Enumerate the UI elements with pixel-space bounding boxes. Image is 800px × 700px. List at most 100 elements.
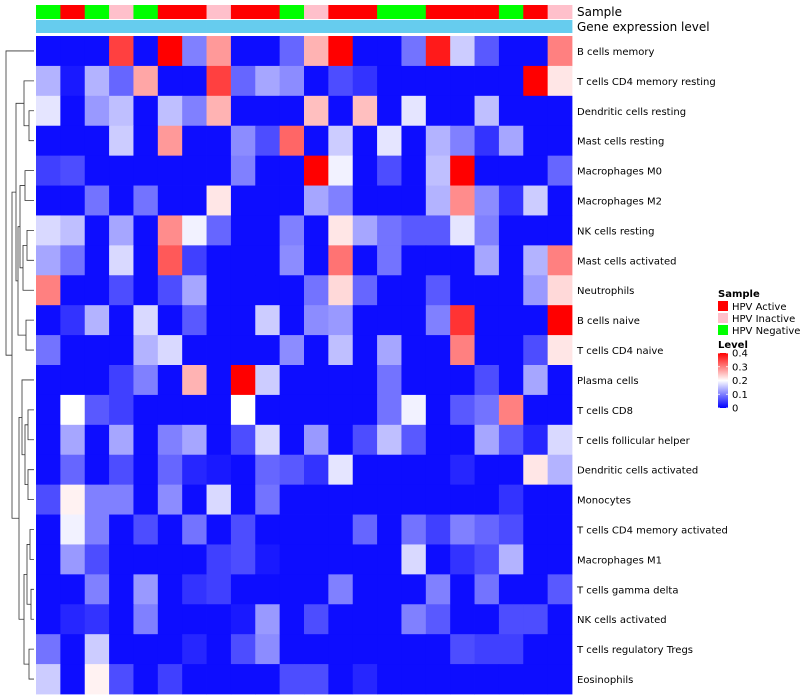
heatmap-cell <box>425 125 451 157</box>
heatmap-cell <box>230 664 256 695</box>
heatmap-cell <box>474 215 500 246</box>
heatmap-cell <box>474 245 500 276</box>
heatmap-cell <box>255 95 281 127</box>
heatmap-cell <box>498 65 524 97</box>
annotation-labels: Sample Gene expression level <box>577 5 710 34</box>
heatmap-cell <box>377 604 402 635</box>
heatmap-cell <box>84 574 110 605</box>
row-label: T cells CD4 memory resting <box>576 77 716 88</box>
level-tick-label: 0.4 <box>732 349 748 360</box>
heatmap-cell <box>523 454 549 486</box>
heatmap-cell <box>60 275 86 306</box>
dendrogram-branch <box>19 185 25 269</box>
heatmap-cell <box>60 604 86 635</box>
heatmap-cell <box>401 335 427 366</box>
heatmap-cell <box>352 185 378 216</box>
heatmap-cell <box>377 544 402 575</box>
heatmap-cell <box>36 484 61 515</box>
heatmap-cell <box>84 155 110 186</box>
sample-annotation-cell <box>206 5 232 19</box>
heatmap-cell <box>547 155 573 186</box>
heatmap-cell <box>328 394 354 426</box>
heatmap-cell <box>60 365 86 396</box>
row-label: Plasma cells <box>577 376 639 387</box>
heatmap-cell <box>352 484 378 515</box>
heatmap-cell <box>328 574 354 605</box>
column-annotations <box>36 5 573 33</box>
row-label: T cells CD4 naive <box>576 346 663 357</box>
sample-legend[interactable]: Sample HPV Active HPV Inactive HPV Negat… <box>718 289 800 337</box>
heatmap-cell <box>547 454 573 486</box>
heatmap-cell <box>133 125 159 157</box>
gene-expression-annotation-cell <box>450 20 475 33</box>
heatmap-cell <box>230 275 256 306</box>
heatmap-cell <box>255 305 281 336</box>
heatmap-cell <box>279 604 305 635</box>
heatmap-cell <box>84 185 110 216</box>
heatmap-cell <box>157 125 183 157</box>
heatmap-cell <box>133 394 159 426</box>
heatmap-cell <box>84 484 110 515</box>
heatmap-cell <box>157 424 183 456</box>
heatmap-cell <box>206 185 232 216</box>
heatmap-cell <box>84 664 110 695</box>
heatmap-cell <box>450 275 475 306</box>
heatmap-cell <box>84 365 110 396</box>
row-label: Neutrophils <box>577 286 634 297</box>
heatmap-cell <box>498 335 524 366</box>
heatmap-cell <box>328 125 354 157</box>
heatmap-cell <box>498 484 524 515</box>
gene-expression-annotation-cell <box>109 20 134 33</box>
sample-annotation-cell <box>474 5 500 19</box>
heatmap-cell <box>182 394 207 426</box>
heatmap-cell <box>304 514 329 545</box>
heatmap-cell <box>255 394 281 426</box>
sample-annotation-cell <box>425 5 451 19</box>
gene-expression-annotation-cell <box>133 20 159 33</box>
heatmap-cell <box>304 634 329 665</box>
heatmap-cell <box>109 394 134 426</box>
heatmap-cell <box>255 454 281 486</box>
heatmap-cell <box>547 185 573 216</box>
heatmap-cell <box>84 95 110 127</box>
heatmap-cell <box>474 604 500 635</box>
heatmap-cell <box>328 484 354 515</box>
heatmap-cell <box>157 604 183 635</box>
heatmap-cell <box>279 514 305 545</box>
heatmap-cell <box>84 544 110 575</box>
heatmap-cell <box>547 275 573 306</box>
heatmap-cell <box>474 424 500 456</box>
heatmap-cell <box>230 574 256 605</box>
heatmap-cell <box>523 394 549 426</box>
heatmap-cell <box>255 155 281 186</box>
heatmap-cell <box>36 215 61 246</box>
heatmap-cell <box>450 215 475 246</box>
gene-expression-annotation-cell <box>425 20 451 33</box>
heatmap-cell <box>109 155 134 186</box>
heatmap-cell <box>279 634 305 665</box>
heatmap-cell <box>182 574 207 605</box>
heatmap-cell <box>36 424 61 456</box>
gene-expression-annotation-cell <box>474 20 500 33</box>
heatmap-cell <box>547 544 573 575</box>
gene-expression-annotation-cell <box>182 20 207 33</box>
heatmap-cell <box>523 245 549 276</box>
heatmap-cell <box>206 394 232 426</box>
heatmap-cell <box>498 215 524 246</box>
heatmap-cell <box>279 544 305 575</box>
row-label: Macrophages M0 <box>577 167 662 178</box>
heatmap-cell <box>157 544 183 575</box>
heatmap-cell <box>377 125 402 157</box>
heatmap-cell <box>36 634 61 665</box>
heatmap-cell <box>36 574 61 605</box>
heatmap-cell <box>304 95 329 127</box>
level-legend[interactable]: Level 0.4 0.3 0.2 0.1 0 <box>718 340 748 415</box>
heatmap-cell <box>109 95 134 127</box>
heatmap-cell <box>279 664 305 695</box>
dendrogram-branch <box>17 226 26 336</box>
heatmap-cell <box>547 215 573 246</box>
heatmap-cell <box>401 484 427 515</box>
heatmap-cell <box>523 305 549 336</box>
heatmap-cell <box>352 155 378 186</box>
gene-expression-annotation-cell <box>498 20 524 33</box>
